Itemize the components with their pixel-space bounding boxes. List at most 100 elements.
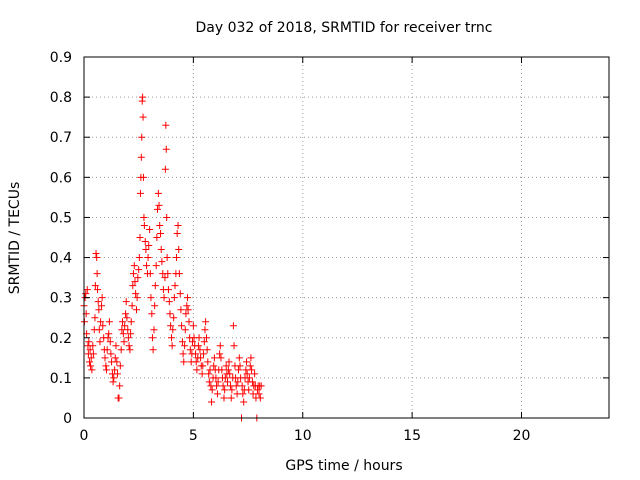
- grid-lines: [84, 56, 609, 418]
- data-point: [249, 390, 257, 398]
- data-point: [192, 350, 200, 358]
- data-point: [117, 346, 125, 354]
- data-point: [201, 326, 209, 334]
- data-point: [199, 350, 207, 358]
- data-points: [80, 93, 265, 422]
- data-point: [225, 358, 233, 366]
- data-point: [112, 342, 120, 350]
- data-point: [221, 386, 229, 394]
- data-point: [128, 302, 136, 310]
- data-point: [124, 326, 132, 334]
- data-point: [133, 306, 140, 314]
- data-point: [165, 298, 173, 306]
- data-point: [143, 262, 151, 270]
- data-point: [154, 205, 161, 213]
- data-point: [178, 322, 186, 330]
- data-point: [89, 342, 97, 350]
- data-point: [221, 374, 229, 382]
- data-point: [194, 342, 202, 350]
- data-point: [83, 286, 91, 294]
- data-point: [210, 362, 218, 370]
- data-point: [150, 326, 158, 334]
- data-point: [126, 346, 134, 354]
- data-point: [144, 254, 152, 262]
- data-point: [98, 294, 106, 302]
- data-point: [173, 254, 181, 262]
- data-point: [145, 242, 153, 250]
- data-point: [151, 282, 159, 290]
- y-tick-label: 0.9: [50, 50, 72, 66]
- data-point: [119, 330, 127, 338]
- data-point: [155, 201, 163, 209]
- data-point: [106, 338, 114, 346]
- data-point: [95, 306, 103, 314]
- y-tick-label: 0.4: [50, 251, 72, 267]
- data-point: [179, 350, 187, 358]
- data-point: [239, 390, 247, 398]
- data-point: [166, 310, 174, 318]
- data-point: [212, 374, 220, 382]
- data-point: [208, 398, 216, 406]
- data-point: [173, 229, 181, 237]
- data-point: [116, 362, 124, 370]
- data-point: [142, 246, 150, 254]
- data-point: [186, 346, 194, 354]
- data-point: [124, 334, 132, 342]
- data-point: [213, 382, 221, 390]
- data-point: [140, 213, 148, 221]
- data-point: [220, 394, 228, 402]
- data-point: [132, 290, 140, 298]
- data-point: [140, 173, 147, 181]
- data-point: [174, 221, 182, 229]
- data-point: [184, 306, 192, 314]
- y-tick-label: 0.1: [50, 371, 72, 387]
- data-point: [251, 370, 259, 378]
- data-point: [176, 290, 184, 298]
- data-point: [94, 286, 102, 294]
- data-point: [193, 366, 201, 374]
- data-point: [146, 270, 154, 278]
- data-point: [119, 318, 126, 326]
- data-point: [98, 302, 105, 310]
- data-point: [157, 229, 165, 237]
- data-point: [227, 394, 235, 402]
- y-tick-label: 0.5: [50, 210, 72, 226]
- data-point: [109, 378, 117, 386]
- data-point: [168, 334, 175, 342]
- data-point: [153, 234, 161, 241]
- data-point: [107, 350, 115, 358]
- data-point: [105, 318, 113, 326]
- data-point: [123, 314, 131, 322]
- data-point: [224, 366, 232, 374]
- data-point: [105, 330, 113, 338]
- data-point: [230, 342, 238, 350]
- data-point: [210, 354, 218, 362]
- data-point: [200, 338, 208, 346]
- data-point: [226, 370, 234, 378]
- data-point: [111, 366, 119, 374]
- data-point: [85, 358, 93, 366]
- data-point: [248, 378, 256, 386]
- data-point: [137, 153, 145, 161]
- data-point: [246, 362, 254, 370]
- data-point: [164, 270, 172, 278]
- data-point: [118, 326, 126, 334]
- data-point: [85, 338, 93, 346]
- data-point: [91, 314, 99, 322]
- data-point: [148, 334, 156, 342]
- data-point: [232, 382, 240, 390]
- data-point: [141, 238, 149, 246]
- data-point: [149, 346, 157, 354]
- data-point: [161, 165, 169, 173]
- data-point: [238, 382, 246, 390]
- data-point: [203, 334, 210, 342]
- data-point: [245, 386, 253, 394]
- data-point: [95, 326, 103, 334]
- y-tick-label: 0.2: [50, 331, 72, 347]
- data-point: [175, 246, 183, 254]
- data-point: [152, 262, 160, 270]
- data-point: [136, 234, 144, 241]
- data-point: [162, 121, 170, 129]
- x-tick-label: 10: [294, 428, 312, 444]
